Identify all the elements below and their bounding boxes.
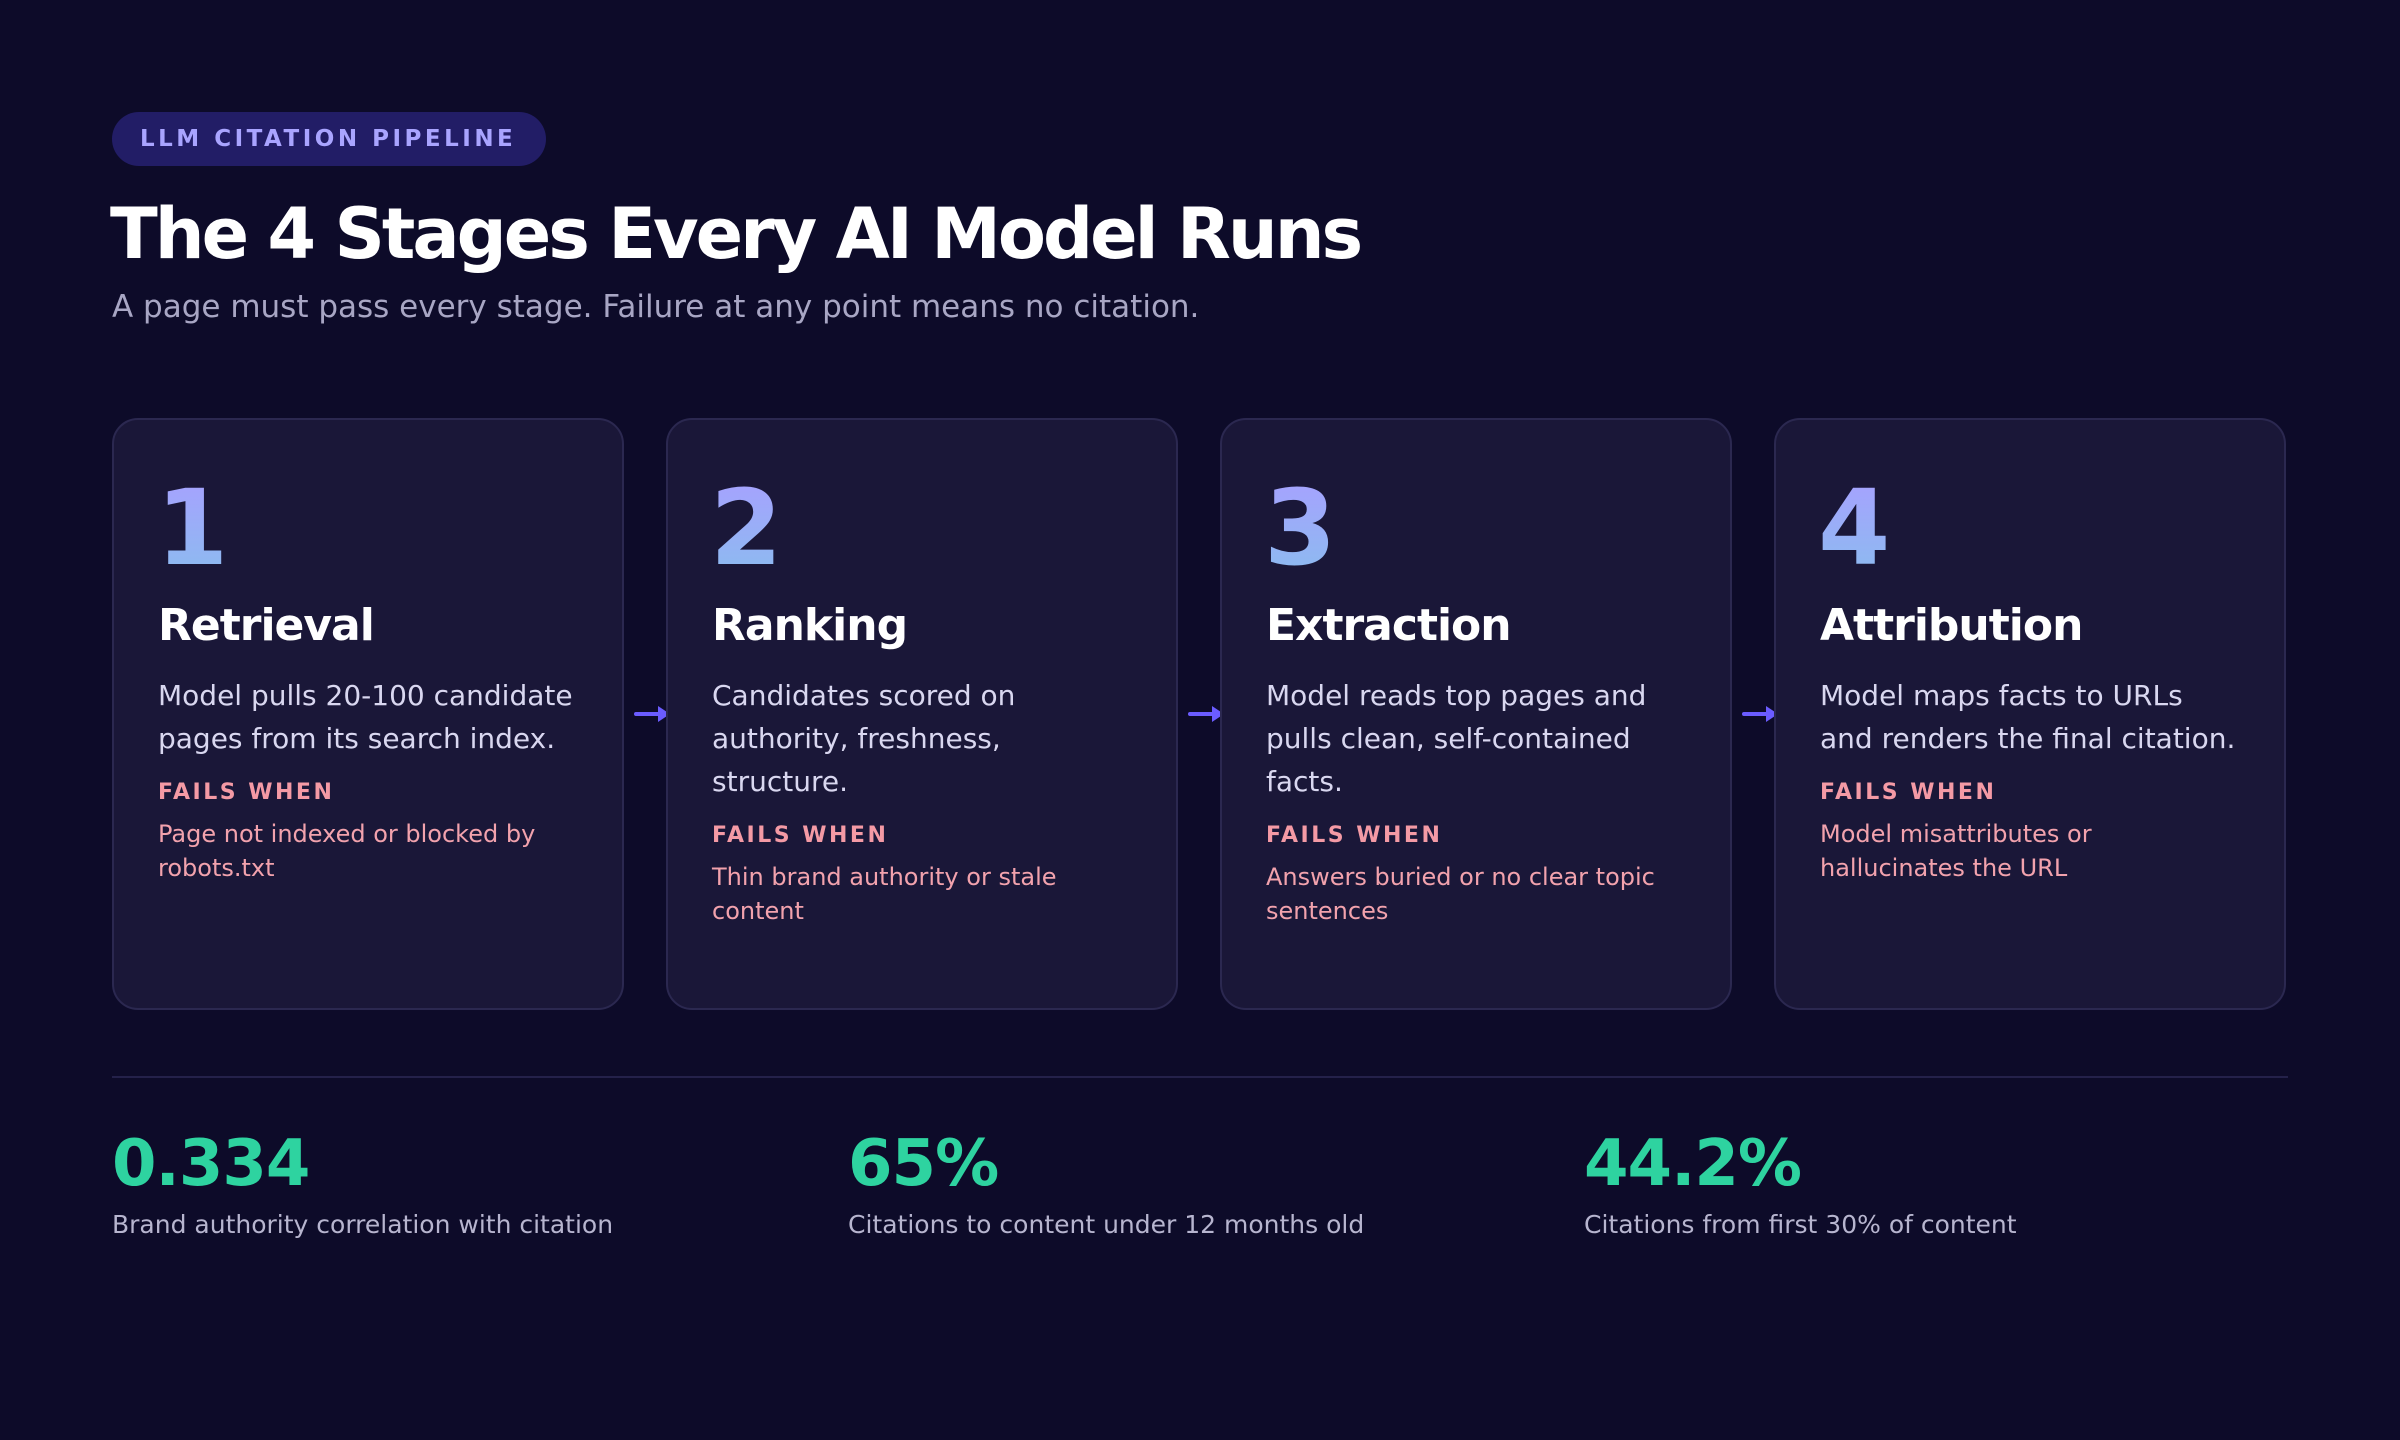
fails-when-label: FAILS WHEN xyxy=(158,780,335,806)
stat-brand-authority: 0.334 Brand authority correlation with c… xyxy=(112,1128,812,1239)
stage-number: 2 xyxy=(710,476,1132,580)
stage-card-extraction: 3 Extraction Model reads top pages and p… xyxy=(1220,418,1732,1010)
fails-when-label: FAILS WHEN xyxy=(1820,780,1997,806)
fails-when-text: Model misattributes or hallucinates the … xyxy=(1820,820,2092,883)
stage-title: Ranking xyxy=(712,600,908,651)
pipeline-stages: 1 Retrieval Model pulls 20-100 candidate… xyxy=(112,418,2288,1012)
stat-freshness: 65% Citations to content under 12 months… xyxy=(848,1128,1548,1239)
stage-description: Model reads top pages and pulls clean, s… xyxy=(1266,679,1647,799)
stage-title: Retrieval xyxy=(158,600,375,651)
arrow-right-icon xyxy=(1188,706,1224,722)
fails-when-text: Answers buried or no clear topic sentenc… xyxy=(1266,863,1655,926)
stage-description: Model maps facts to URLs and renders the… xyxy=(1820,679,2236,756)
stage-description: Model pulls 20-100 candidate pages from … xyxy=(158,679,573,756)
stat-value: 0.334 xyxy=(112,1127,310,1201)
stat-label: Brand authority correlation with citatio… xyxy=(112,1210,614,1239)
page-subtitle: A page must pass every stage. Failure at… xyxy=(112,289,1200,325)
stage-description: Candidates scored on authority, freshnes… xyxy=(712,679,1016,799)
stat-value: 65% xyxy=(848,1127,999,1201)
arrow-right-icon xyxy=(1742,706,1778,722)
infographic: LLM CITATION PIPELINE The 4 Stages Every… xyxy=(110,112,2288,1239)
stage-card-ranking: 2 Ranking Candidates scored on authority… xyxy=(666,418,1178,1010)
stat-position: 44.2% Citations from first 30% of conten… xyxy=(1584,1128,2284,1239)
stage-card-attribution: 4 Attribution Model maps facts to URLs a… xyxy=(1774,418,2286,1010)
fails-when-text: Page not indexed or blocked by robots.tx… xyxy=(158,820,536,883)
arrow-right-icon xyxy=(634,706,670,722)
stat-label: Citations from first 30% of content xyxy=(1584,1210,2017,1239)
fails-when-text: Thin brand authority or stale content xyxy=(712,863,1057,926)
stat-value: 44.2% xyxy=(1584,1127,1802,1201)
stat-label: Citations to content under 12 months old xyxy=(848,1210,1365,1239)
stage-number: 1 xyxy=(156,476,578,580)
eyebrow-badge: LLM CITATION PIPELINE xyxy=(112,112,547,166)
stage-title: Extraction xyxy=(1266,600,1512,651)
stage-number: 4 xyxy=(1818,476,2240,580)
page-title: The 4 Stages Every AI Model Runs xyxy=(110,193,1363,275)
section-divider xyxy=(112,1076,2288,1078)
stage-number: 3 xyxy=(1264,476,1686,580)
stage-card-retrieval: 1 Retrieval Model pulls 20-100 candidate… xyxy=(112,418,624,1010)
stage-title: Attribution xyxy=(1820,600,2083,651)
fails-when-label: FAILS WHEN xyxy=(1266,823,1443,849)
fails-when-label: FAILS WHEN xyxy=(712,823,889,849)
